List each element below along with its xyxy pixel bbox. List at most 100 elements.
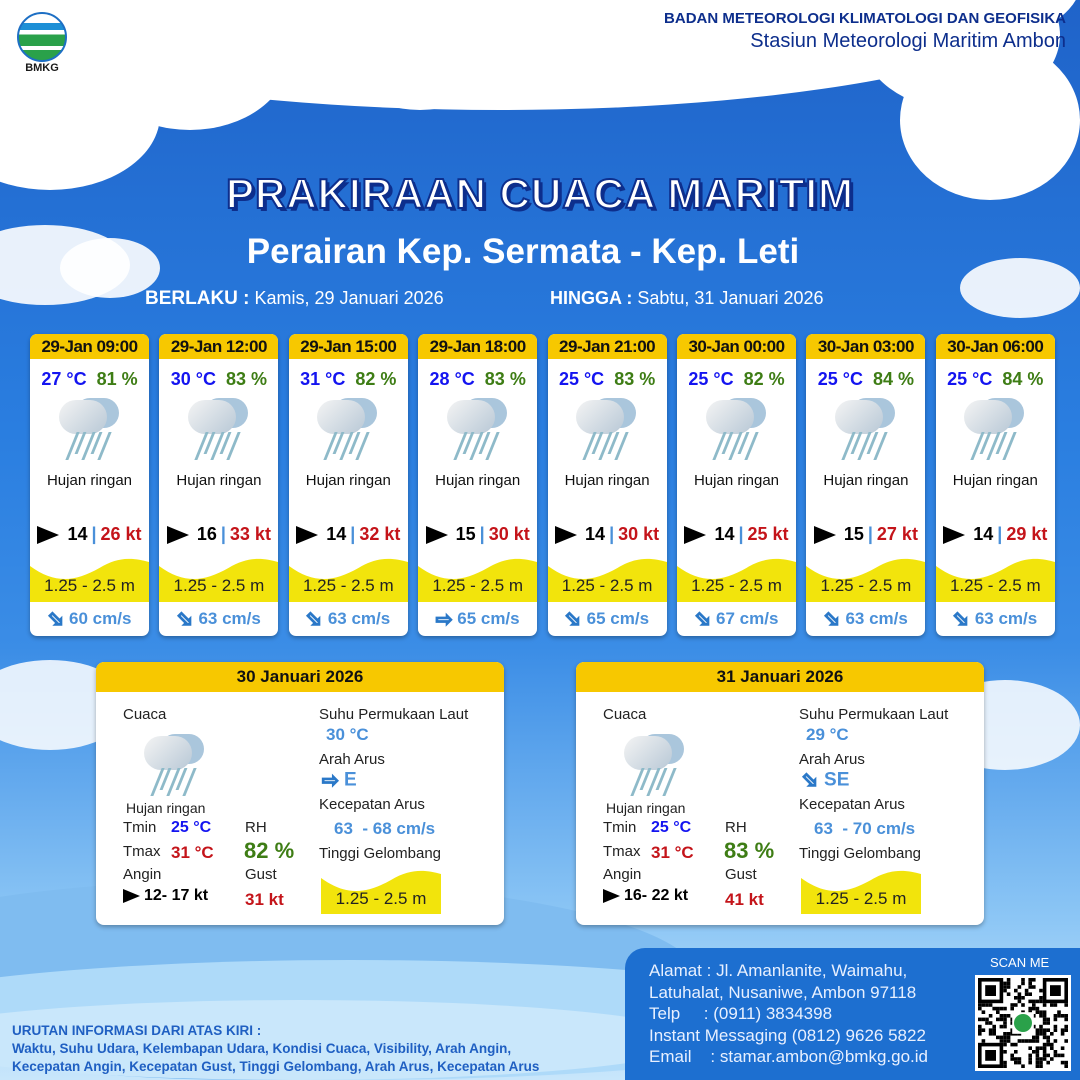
current-speed: 63 cm/s <box>974 608 1038 628</box>
wind-direction-icon <box>166 525 189 544</box>
wave-label: Tinggi Gelombang <box>319 845 442 862</box>
light-rain-icon <box>445 396 511 466</box>
daily-summary-panel: 30 Januari 2026 Cuaca Hujan ringan Tmin 25 °… <box>96 662 504 925</box>
organization-header: BADAN METEOROLOGI KLIMATOLOGI DAN GEOFIS… <box>664 10 1066 53</box>
qr-code-icon[interactable] <box>975 975 1071 1071</box>
gust-speed: 27 kt <box>876 524 918 544</box>
forecast-time: 29-Jan 21:00 <box>547 334 667 359</box>
forecast-card: 29-Jan 12:00 30 °C 83 % Hujan ringan 16 | 33 … <box>159 334 279 636</box>
forecast-card: 29-Jan 15:00 31 °C 82 % Hujan ringan 14 | 32 … <box>288 334 408 636</box>
wind-speed: 16 <box>196 524 217 544</box>
light-rain-icon <box>315 396 381 466</box>
wind-direction-icon <box>813 525 836 544</box>
weather-label: Cuaca <box>123 706 167 723</box>
gust-speed: 32 kt <box>359 524 401 544</box>
wave-shape <box>418 554 538 602</box>
separator: | <box>220 524 226 544</box>
humidity: 84 % <box>873 369 915 389</box>
humidity: 83 % <box>484 369 526 389</box>
org-name: BADAN METEOROLOGI KLIMATOLOGI DAN GEOFIS… <box>664 10 1066 27</box>
air-temperature: 30 °C <box>170 369 216 389</box>
air-temperature: 25 °C <box>558 369 605 389</box>
wave-value: 1.25 - 2.5 m <box>815 889 907 908</box>
weather-condition: Hujan ringan <box>46 472 133 489</box>
forecast-time: 29-Jan 12:00 <box>159 334 279 359</box>
current-dir-value: SE <box>824 769 850 791</box>
humidity: 81 % <box>96 369 138 389</box>
air-temperature: 25 °C <box>688 369 734 389</box>
email[interactable]: Email : stamar.ambon@bmkg.go.id <box>649 1047 928 1066</box>
weather-condition: Hujan ringan <box>126 800 206 816</box>
wind-direction-icon <box>123 889 140 903</box>
wave-shape <box>288 554 408 602</box>
current-direction-e-icon: ⇨ <box>435 609 453 632</box>
sst-label: Suhu Permukaan Laut <box>319 706 469 723</box>
wave-value: 1.25 - 2.5 m <box>335 889 427 908</box>
wind-direction-icon <box>425 525 448 544</box>
rh-label: RH <box>245 819 267 836</box>
wind-direction-icon <box>684 525 707 544</box>
weather-condition: Hujan ringan <box>176 472 262 489</box>
current-speed: 65 cm/s <box>457 608 520 628</box>
wind-direction-icon <box>555 525 578 544</box>
valid-until: HINGGA : Sabtu, 31 Januari 2026 <box>550 288 824 309</box>
rh-value: 83 % <box>724 838 775 863</box>
instant-messaging: Instant Messaging (0812) 9626 5822 <box>649 1025 926 1045</box>
current-direction-se-icon: ⇨ <box>300 606 329 634</box>
gust-speed: 25 kt <box>747 524 789 544</box>
daily-date: 30 Januari 2026 <box>96 662 504 692</box>
weather-condition: Hujan ringan <box>435 472 521 489</box>
legend-line-1: Waktu, Suhu Udara, Kelembapan Udara, Kon… <box>12 1041 512 1056</box>
wind-speed: 14 <box>326 524 347 544</box>
light-rain-icon <box>962 396 1028 466</box>
tmax-value: 31 °C <box>651 843 694 862</box>
gust-value: 41 kt <box>725 890 764 909</box>
wave-height: 1.25 - 2.5 m <box>173 576 265 595</box>
forecast-card: 30-Jan 03:00 25 °C 84 % Hujan ringan 15 | 27 … <box>806 334 926 636</box>
gust-speed: 30 kt <box>488 524 530 544</box>
tmax-label: Tmax <box>123 843 161 860</box>
current-speed-label: Kecepatan Arus <box>799 796 905 813</box>
wave-shape <box>801 866 921 914</box>
scan-me-label: SCAN ME <box>990 955 1050 970</box>
current-speed: 67 cm/s <box>716 608 779 628</box>
tmin-value: 25 °C <box>651 819 692 836</box>
wind-speed: 14 <box>67 524 88 544</box>
separator: | <box>479 524 485 544</box>
wave-shape <box>806 554 926 602</box>
valid-until-date: Sabtu, 31 Januari 2026 <box>637 288 824 308</box>
current-direction-se-icon: ⇨ <box>688 606 717 634</box>
bmkg-logo: BMKG <box>14 12 70 74</box>
tmax-value: 31 °C <box>171 843 214 862</box>
wave-shape <box>159 554 279 602</box>
valid-from-label: BERLAKU : <box>145 288 250 309</box>
rh-label: RH <box>725 819 747 836</box>
daily-summary-panel: 31 Januari 2026 Cuaca Hujan ringan Tmin 25 °… <box>576 662 984 925</box>
current-speed: 63 cm/s <box>845 608 908 628</box>
wind-speed: 14 <box>973 524 994 544</box>
current-direction-se-icon: ⇨ <box>818 606 846 634</box>
separator: | <box>609 524 615 544</box>
light-rain-icon <box>622 732 688 802</box>
rh-value: 82 % <box>244 838 295 863</box>
weather-condition: Hujan ringan <box>305 472 391 489</box>
legend-title: URUTAN INFORMASI DARI ATAS KIRI : <box>12 1023 262 1038</box>
valid-from-date: Kamis, 29 Januari 2026 <box>254 288 444 308</box>
forecast-time: 30-Jan 06:00 <box>935 334 1055 359</box>
page-title: PRAKIRAAN CUACA MARITIM <box>225 169 855 218</box>
gust-speed: 33 kt <box>229 524 271 544</box>
wave-height: 1.25 - 2.5 m <box>820 576 912 595</box>
humidity: 84 % <box>1002 369 1044 389</box>
separator: | <box>91 524 97 544</box>
wave-height: 1.25 - 2.5 m <box>561 576 653 595</box>
weather-condition: Hujan ringan <box>606 800 686 816</box>
daily-date: 31 Januari 2026 <box>576 662 984 692</box>
weather-condition: Hujan ringan <box>564 472 650 489</box>
area-subtitle: Perairan Kep. Sermata - Kep. Leti <box>246 232 800 271</box>
current-speed-label: Kecepatan Arus <box>319 796 425 813</box>
current-dir-label: Arah Arus <box>319 751 385 768</box>
humidity: 83 % <box>614 369 656 389</box>
current-speed: 63 cm/s <box>327 608 391 628</box>
light-rain-icon <box>142 732 208 802</box>
